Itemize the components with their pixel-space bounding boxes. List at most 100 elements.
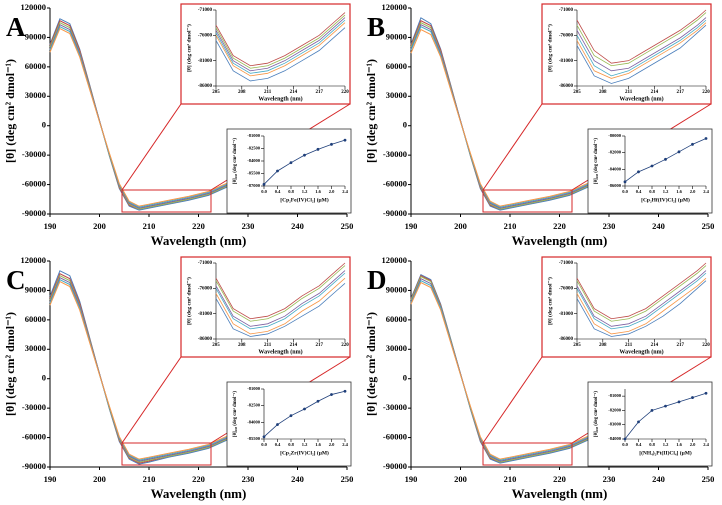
x-axis-label: [Cp₂Hf(IV)Cl₂] (μM)	[641, 196, 690, 203]
x-tick-label: 1.6	[315, 189, 321, 194]
x-tick-label: 0.0	[261, 442, 267, 447]
y-tick-label: -81000	[559, 59, 574, 64]
x-axis-label: Wavelength (nm)	[151, 486, 247, 501]
y-tick-label: -90000	[22, 208, 46, 218]
x-tick-label: 230	[603, 221, 616, 231]
y-tick-label: -86000	[608, 183, 621, 188]
data-point	[637, 170, 640, 174]
y-tick-label: -81000	[559, 312, 574, 317]
x-tick-label: 214	[290, 90, 298, 95]
x-tick-label: 208	[599, 90, 607, 95]
x-tick-label: 240	[291, 221, 304, 231]
data-line	[215, 19, 346, 74]
y-tick-label: -82000	[608, 150, 621, 155]
x-tick-label: 211	[264, 343, 272, 348]
y-tick-label: -84000	[247, 158, 260, 163]
zoom-connector	[121, 103, 182, 191]
x-tick-label: 210	[143, 474, 156, 484]
y-tick-label: -86000	[198, 337, 213, 342]
zoom-box	[121, 442, 212, 466]
y-axis-label: [θ] (deg cm² dmol⁻¹)	[364, 312, 378, 416]
x-tick-label: 217	[676, 90, 684, 95]
y-axis-label: [θ]₂₀₈ (deg cm² dmol⁻¹)	[593, 391, 599, 437]
y-tick-label: -76000	[559, 33, 574, 38]
y-axis-label: [θ] (deg cm² dmol⁻¹)	[546, 24, 553, 72]
x-tick-label: 220	[553, 221, 566, 231]
data-line	[576, 9, 707, 64]
x-tick-label: 217	[315, 90, 323, 95]
x-tick-label: 230	[242, 221, 255, 231]
y-axis-label: [θ] (deg cm² dmol⁻¹)	[185, 277, 192, 325]
x-tick-label: 0.0	[622, 442, 628, 447]
x-tick-label: 190	[405, 221, 418, 231]
x-tick-label: 1.2	[302, 189, 308, 194]
y-tick-label: -30000	[383, 402, 407, 412]
data-line	[576, 24, 707, 84]
y-tick-label: -60000	[22, 432, 46, 442]
y-axis-label: [θ] (deg cm² dmol⁻¹)	[546, 277, 553, 325]
x-axis-label: Wavelength (nm)	[151, 233, 247, 248]
x-tick-label: 210	[143, 221, 156, 231]
data-line	[215, 27, 346, 82]
y-axis-label: [θ] (deg cm² dmol⁻¹)	[185, 24, 192, 72]
y-axis-label: [θ] (deg cm² dmol⁻¹)	[3, 312, 17, 416]
y-tick-label: -85500	[247, 436, 260, 441]
y-tick-label: 120000	[21, 255, 47, 265]
y-tick-label: -83000	[608, 422, 621, 427]
zoom-connector	[482, 103, 543, 191]
x-tick-label: 2.4	[342, 442, 348, 447]
x-tick-label: 208	[238, 90, 246, 95]
data-line	[410, 22, 699, 210]
y-tick-label: 120000	[382, 2, 408, 12]
data-line	[215, 17, 346, 72]
inset-frame	[587, 128, 713, 214]
x-tick-label: 217	[676, 343, 684, 348]
x-tick-label: 0.0	[622, 189, 628, 194]
inset-frame	[541, 256, 712, 358]
y-tick-label: -71000	[198, 8, 213, 13]
y-tick-label: -85500	[247, 171, 260, 176]
data-line	[410, 281, 699, 460]
x-tick-label: 250	[341, 474, 354, 484]
x-axis-label: Wavelength (nm)	[619, 348, 663, 355]
x-tick-label: 200	[454, 474, 467, 484]
x-tick-label: 208	[238, 343, 246, 348]
data-line	[49, 278, 338, 461]
data-point	[343, 138, 347, 142]
data-line	[49, 23, 338, 209]
x-tick-label: 190	[44, 221, 57, 231]
data-line	[215, 270, 346, 327]
y-tick-label: -60000	[22, 179, 46, 189]
y-tick-label: 60000	[386, 314, 407, 324]
data-line	[215, 272, 346, 330]
y-tick-label: -82500	[247, 403, 260, 408]
data-point	[664, 157, 667, 161]
panel-label: C	[6, 265, 26, 295]
x-tick-label: 240	[652, 221, 665, 231]
x-tick-label: 205	[212, 343, 220, 348]
x-tick-label: 208	[599, 343, 607, 348]
y-tick-label: -86000	[559, 337, 574, 342]
data-line	[215, 262, 346, 320]
data-point	[316, 147, 320, 151]
x-tick-label: 0.4	[636, 442, 642, 447]
x-tick-label: 217	[315, 343, 323, 348]
x-tick-label: 210	[504, 474, 517, 484]
x-axis-label: Wavelength (nm)	[619, 95, 663, 102]
inset-frame	[541, 3, 712, 105]
data-line	[215, 265, 346, 322]
y-tick-label: -90000	[383, 208, 407, 218]
zoom-box	[121, 189, 212, 213]
data-line	[215, 277, 346, 335]
data-line	[49, 280, 338, 460]
data-line	[576, 272, 707, 330]
data-line	[576, 265, 707, 322]
x-tick-label: 0.8	[649, 189, 655, 194]
data-line	[410, 25, 699, 208]
x-tick-label: 1.2	[663, 189, 669, 194]
y-tick-label: -71000	[198, 261, 213, 266]
y-tick-label: 60000	[25, 61, 46, 71]
y-tick-label: 60000	[386, 61, 407, 71]
data-line	[576, 270, 707, 327]
y-tick-label: -80000	[608, 133, 621, 138]
